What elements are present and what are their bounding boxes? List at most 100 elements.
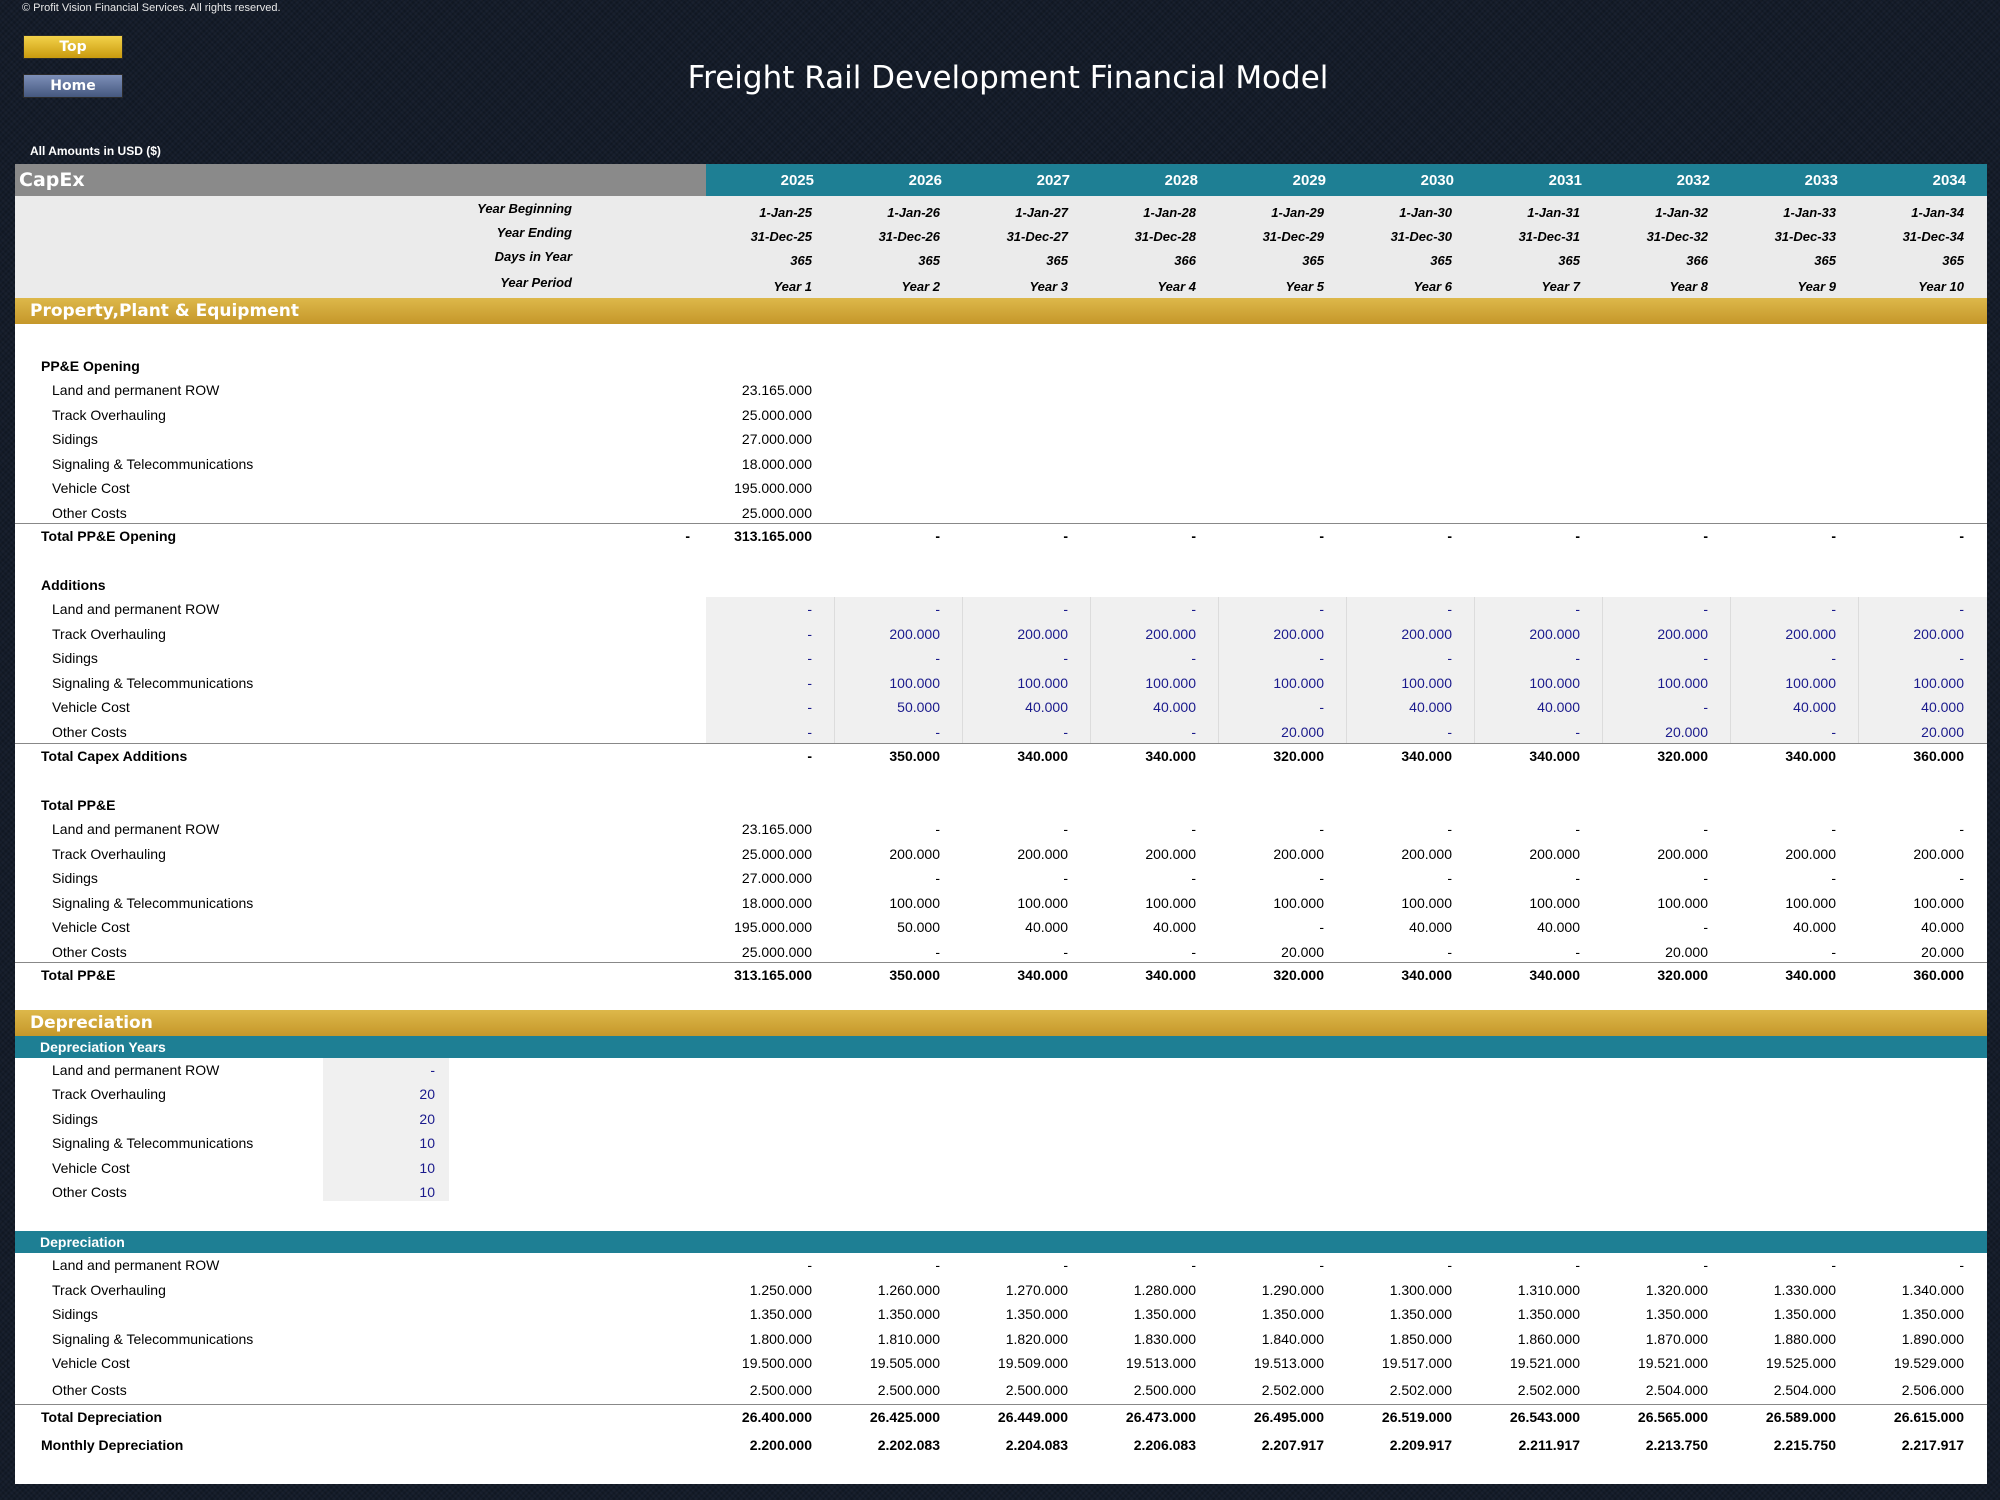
value-cell: 2.200.000 [749, 1437, 812, 1453]
input-cell[interactable]: - [807, 723, 812, 740]
input-cell[interactable]: - [1447, 601, 1452, 617]
subsection-dep-years: Depreciation Years [15, 1036, 1987, 1058]
value-cell: - [1703, 821, 1708, 837]
input-cell[interactable]: 10 [419, 1159, 435, 1176]
input-cell[interactable]: 10 [419, 1184, 435, 1200]
input-cell[interactable]: - [1063, 650, 1068, 666]
input-cell[interactable]: 40.000 [1409, 699, 1452, 715]
input-cell[interactable]: 100.000 [1913, 674, 1964, 691]
input-cell[interactable]: 200.000 [1785, 625, 1836, 642]
value-cell: 2.206.083 [1133, 1437, 1196, 1453]
input-cell[interactable]: - [1575, 650, 1580, 666]
input-cell[interactable]: - [1575, 601, 1580, 617]
input-cell[interactable]: - [1319, 601, 1324, 617]
input-cell[interactable]: - [1959, 601, 1964, 617]
value-cell: 350.000 [889, 967, 940, 983]
input-cell[interactable]: 200.000 [1017, 625, 1068, 642]
input-cell[interactable]: 200.000 [1529, 625, 1580, 642]
row-label: Signaling & Telecommunications [52, 894, 254, 911]
grid-line [1346, 597, 1347, 743]
year-header: 2028 [1164, 172, 1198, 189]
input-cell[interactable]: 200.000 [1657, 625, 1708, 642]
input-cell[interactable]: 200.000 [889, 625, 940, 642]
value-cell: 340.000 [1785, 748, 1836, 764]
input-cell[interactable]: - [430, 1062, 435, 1078]
input-cell[interactable]: - [1447, 650, 1452, 666]
input-cell[interactable]: - [935, 650, 940, 666]
input-cell[interactable]: 100.000 [1017, 674, 1068, 691]
input-cell[interactable]: - [1703, 601, 1708, 617]
value-cell: 23.165.000 [741, 821, 812, 837]
value-cell: 1.890.000 [1901, 1330, 1964, 1347]
value-cell: 19.513.000 [1253, 1355, 1324, 1371]
input-cell[interactable]: 200.000 [1913, 625, 1964, 642]
input-cell[interactable]: - [1063, 723, 1068, 740]
input-cell[interactable]: - [1191, 601, 1196, 617]
value-cell: 1.350.000 [1005, 1306, 1068, 1322]
input-cell[interactable]: 100.000 [1785, 674, 1836, 691]
input-cell[interactable]: - [1703, 699, 1708, 715]
input-cell[interactable]: 20 [419, 1110, 435, 1127]
home-button[interactable]: Home [23, 74, 123, 98]
row-label: Other Costs [52, 723, 127, 740]
input-cell[interactable]: - [1319, 650, 1324, 666]
year-header: 2032 [1676, 172, 1710, 189]
value-cell: - [1191, 821, 1196, 837]
input-cell[interactable]: - [1319, 699, 1324, 715]
input-cell[interactable]: 20.000 [1281, 723, 1324, 740]
input-cell[interactable]: - [1447, 723, 1452, 740]
input-cell[interactable]: 40.000 [1153, 699, 1196, 715]
input-cell[interactable]: - [935, 723, 940, 740]
top-button[interactable]: Top [23, 35, 123, 59]
value-cell: 1.260.000 [877, 1281, 940, 1298]
input-cell[interactable]: 20 [419, 1086, 435, 1103]
input-cell[interactable]: 100.000 [1145, 674, 1196, 691]
additions-input-area [706, 597, 1987, 743]
input-cell[interactable]: - [1575, 723, 1580, 740]
meta-value: Year 7 [1541, 279, 1580, 294]
value-cell: 40.000 [1153, 919, 1196, 935]
input-cell[interactable]: - [1831, 601, 1836, 617]
value-cell: 200.000 [1401, 845, 1452, 862]
value-cell: 340.000 [1529, 967, 1580, 983]
input-cell[interactable]: 100.000 [1401, 674, 1452, 691]
value-cell: 1.250.000 [749, 1281, 812, 1298]
input-cell[interactable]: 100.000 [1273, 674, 1324, 691]
input-cell[interactable]: - [1831, 723, 1836, 740]
value-cell: 100.000 [889, 894, 940, 911]
input-cell[interactable]: - [1831, 650, 1836, 666]
input-cell[interactable]: 40.000 [1025, 699, 1068, 715]
input-cell[interactable]: 200.000 [1273, 625, 1324, 642]
input-cell[interactable]: 200.000 [1401, 625, 1452, 642]
input-cell[interactable]: - [807, 650, 812, 666]
value-cell: 340.000 [1529, 748, 1580, 764]
input-cell[interactable]: 100.000 [1657, 674, 1708, 691]
input-cell[interactable]: 100.000 [1529, 674, 1580, 691]
input-cell[interactable]: 100.000 [889, 674, 940, 691]
input-cell[interactable]: - [1191, 723, 1196, 740]
input-cell[interactable]: - [935, 601, 940, 617]
input-cell[interactable]: - [807, 674, 812, 691]
input-cell[interactable]: - [1959, 650, 1964, 666]
input-cell[interactable]: 10 [419, 1135, 435, 1152]
value-cell: 19.513.000 [1125, 1355, 1196, 1371]
input-cell[interactable]: 20.000 [1921, 723, 1964, 740]
input-cell[interactable]: 40.000 [1793, 699, 1836, 715]
input-cell[interactable]: - [807, 601, 812, 617]
input-cell[interactable]: 50.000 [897, 699, 940, 715]
input-cell[interactable]: - [807, 625, 812, 642]
input-cell[interactable]: 40.000 [1537, 699, 1580, 715]
input-cell[interactable]: 20.000 [1665, 723, 1708, 740]
input-cell[interactable]: - [1703, 650, 1708, 666]
input-cell[interactable]: 200.000 [1145, 625, 1196, 642]
input-cell[interactable]: - [1063, 601, 1068, 617]
input-cell[interactable]: - [807, 699, 812, 715]
value-cell: 2.504.000 [1645, 1381, 1708, 1398]
section-depreciation-title: Depreciation [30, 1013, 153, 1033]
amounts-note: All Amounts in USD ($) [30, 144, 161, 158]
meta-value: 365 [1302, 253, 1324, 268]
input-cell[interactable]: 40.000 [1921, 699, 1964, 715]
meta-value: Year 5 [1285, 279, 1324, 294]
input-cell[interactable]: - [1191, 650, 1196, 666]
value-cell: 360.000 [1913, 748, 1964, 764]
